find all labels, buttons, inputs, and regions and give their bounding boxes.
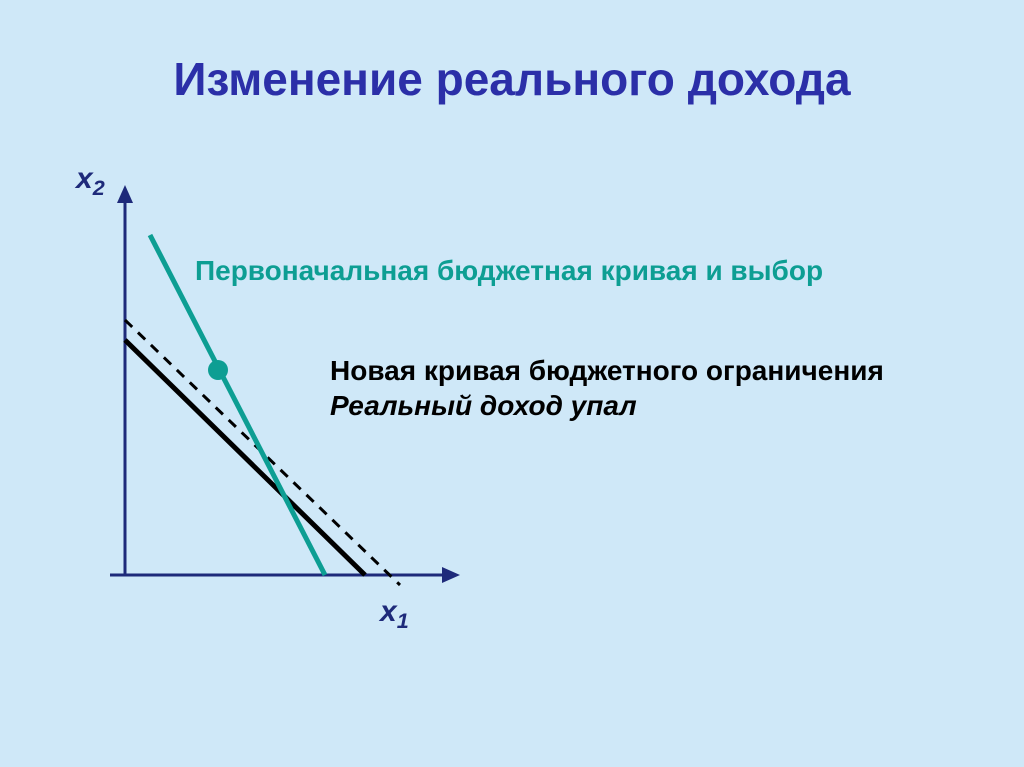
legend-new: Новая кривая бюджетного ограничения Реал… (330, 353, 884, 423)
slide-title: Изменение реального дохода (0, 52, 1024, 106)
x-axis-label: x1 (380, 595, 409, 634)
legend-original: Первоначальная бюджетная кривая и выбор (195, 253, 823, 288)
legend-new-line1: Новая кривая бюджетного ограничения (330, 355, 884, 386)
legend-new-line2: Реальный доход упал (330, 390, 637, 421)
